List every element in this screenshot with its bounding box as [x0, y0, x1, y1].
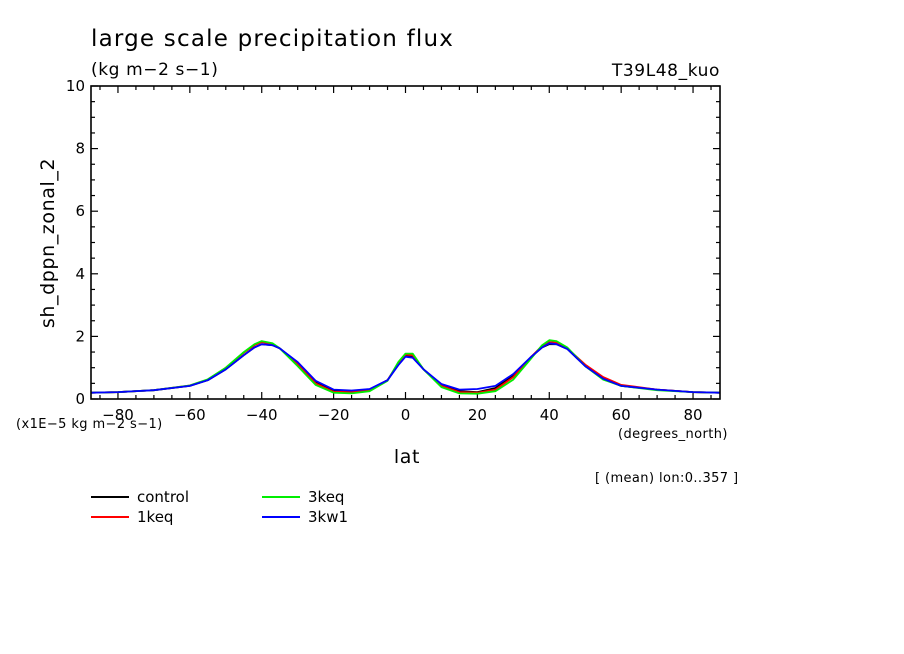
x-tick-label: −60 — [174, 406, 206, 424]
y-tick-label: 8 — [75, 140, 85, 158]
legend-label-1keq: 1keq — [137, 508, 173, 526]
legend-label-3keq: 3keq — [308, 488, 344, 506]
x-tick-label: 0 — [401, 406, 411, 424]
plot-frame — [90, 85, 721, 400]
legend-label-3kw1: 3kw1 — [308, 508, 348, 526]
legend-label-control: control — [137, 488, 189, 506]
x-tick-label: −40 — [246, 406, 278, 424]
x-units-label: (degrees_north) — [618, 427, 728, 442]
y-tick-label: 0 — [75, 390, 85, 408]
y-tick-label: 10 — [66, 77, 85, 95]
series-line-3kw1 — [90, 342, 721, 394]
chart-title: large scale precipitation flux — [91, 26, 454, 52]
y-axis-label: sh_dppn_zonal_2 — [37, 158, 59, 328]
x-tick-label: 20 — [468, 406, 487, 424]
y-tick-label: 6 — [75, 202, 85, 220]
legend: control 1keq 3keq 3kw1 — [91, 488, 348, 526]
y-tick-label: 2 — [75, 327, 85, 345]
x-tick-label: −20 — [318, 406, 350, 424]
x-axis-label: lat — [394, 446, 420, 468]
series-line-3keq — [90, 339, 721, 395]
x-tick-label: 60 — [612, 406, 631, 424]
x-tick-label: −80 — [102, 406, 134, 424]
averaging-note: [ (mean) lon:0..357 ] — [595, 471, 738, 486]
x-tick-label: 80 — [683, 406, 702, 424]
y-tick-label: 4 — [75, 265, 85, 283]
series-lines — [90, 339, 721, 395]
chart-units-subtitle: (kg m−2 s−1) — [91, 60, 218, 80]
x-tick-label: 40 — [540, 406, 559, 424]
run-label: T39L48_kuo — [611, 61, 720, 81]
y-axis-ticks: 0 2 4 6 8 10 — [66, 77, 720, 408]
x-axis-ticks: −80 −60 −40 −20 0 20 40 60 80 — [99, 86, 712, 424]
y-scale-note: (x1E−5 kg m−2 s−1) — [16, 417, 163, 432]
series-line-1keq — [90, 341, 721, 394]
